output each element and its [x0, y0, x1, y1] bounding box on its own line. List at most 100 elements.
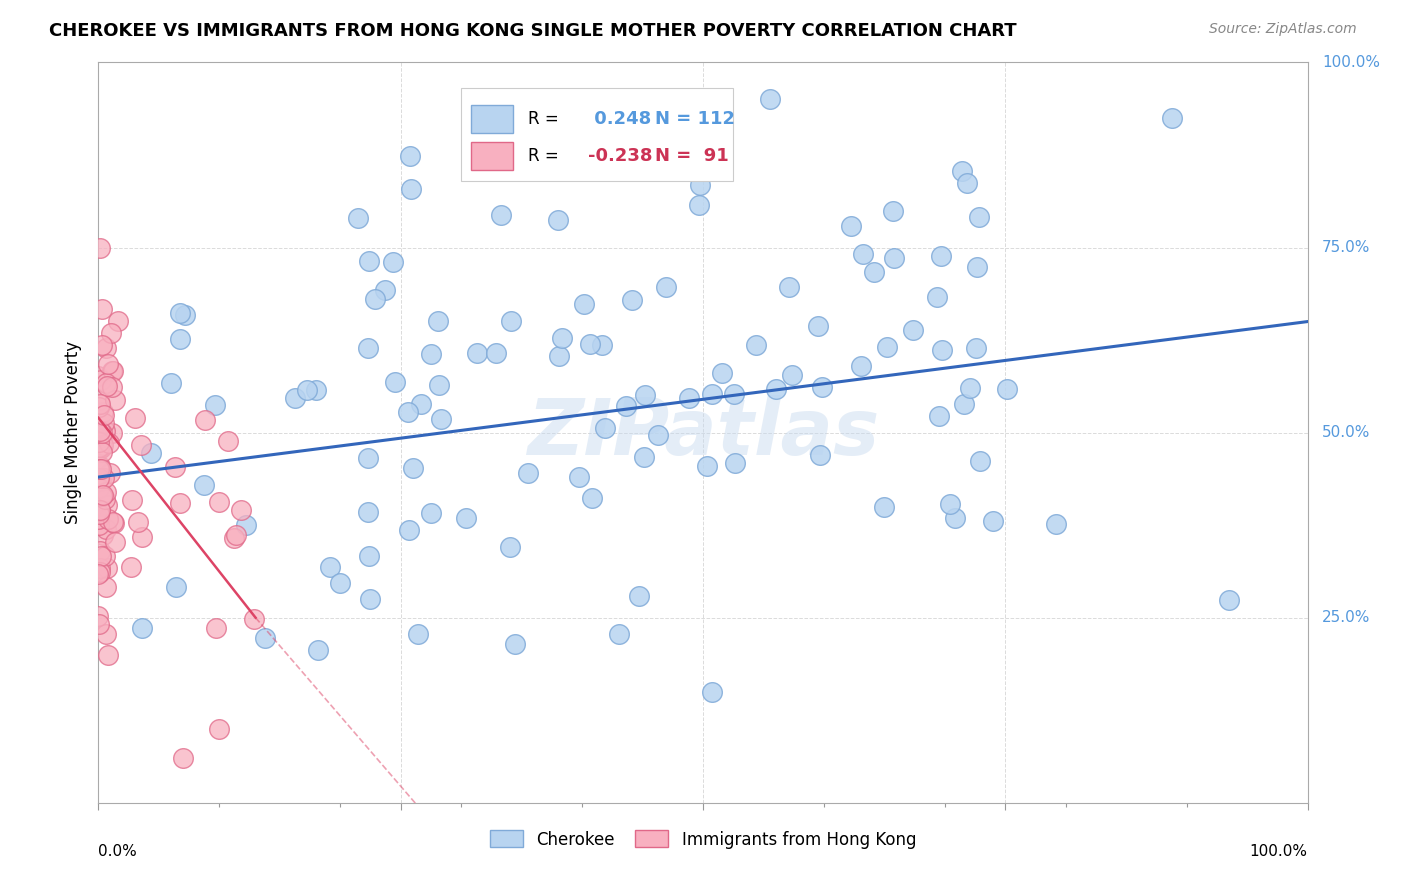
Point [550, 331, 572, 345]
Text: N = 112: N = 112 [655, 110, 734, 128]
Point [208, 722, 231, 736]
Point [87, 567, 110, 582]
Point [87, 428, 110, 442]
Point [688, 197, 710, 211]
Point [93, 409, 115, 423]
Point [956, 176, 979, 190]
Point [489, 208, 512, 222]
Point [139, 446, 162, 460]
Point [381, 255, 404, 269]
Point [93, 438, 115, 452]
Point [169, 332, 191, 346]
Point [225, 528, 247, 542]
Point [90, 338, 112, 352]
Text: 100.0%: 100.0% [1322, 55, 1381, 70]
Point [89, 442, 111, 457]
Point [101, 380, 124, 394]
Point [94, 627, 117, 641]
Point [253, 632, 276, 646]
Point [420, 506, 443, 520]
Point [96, 379, 118, 393]
Point [89, 400, 111, 414]
Text: 50.0%: 50.0% [1322, 425, 1371, 440]
Point [647, 427, 669, 442]
Point [839, 219, 862, 234]
Point [89, 397, 111, 411]
Point [689, 178, 711, 193]
Point [901, 323, 924, 337]
Point [90, 444, 112, 458]
Point [430, 412, 453, 426]
Point [90, 461, 112, 475]
Point [229, 503, 252, 517]
Text: R =: R = [527, 146, 558, 165]
Point [93, 471, 115, 485]
Point [780, 368, 803, 382]
Point [89, 459, 111, 474]
Point [90, 373, 112, 387]
Text: CHEROKEE VS IMMIGRANTS FROM HONG KONG SINGLE MOTHER POVERTY CORRELATION CHART: CHEROKEE VS IMMIGRANTS FROM HONG KONG SI… [49, 22, 1017, 40]
Point [124, 410, 146, 425]
Point [174, 309, 197, 323]
Point [808, 448, 831, 462]
Point [700, 387, 723, 401]
Point [304, 383, 326, 397]
Point [97, 357, 120, 371]
Point [363, 292, 385, 306]
Point [87, 440, 110, 454]
Point [87, 608, 110, 623]
Point [498, 541, 520, 555]
Point [131, 621, 153, 635]
Point [863, 265, 886, 279]
FancyBboxPatch shape [471, 104, 513, 133]
Point [89, 461, 111, 475]
Point [91, 527, 114, 541]
Text: Source: ZipAtlas.com: Source: ZipAtlas.com [1209, 22, 1357, 37]
Point [810, 379, 832, 393]
Point [778, 279, 800, 293]
Point [104, 393, 127, 408]
Point [97, 648, 120, 662]
Point [208, 494, 231, 508]
Point [711, 366, 734, 380]
Point [758, 92, 780, 106]
Point [91, 488, 114, 502]
Text: ZIPatlas: ZIPatlas [527, 394, 879, 471]
Point [101, 425, 124, 440]
Point [127, 515, 149, 529]
Point [87, 459, 110, 474]
Point [614, 399, 637, 413]
Point [101, 515, 124, 529]
Point [408, 627, 430, 641]
Point [724, 456, 747, 470]
Point [87, 517, 110, 532]
Point [94, 485, 117, 500]
Point [943, 511, 966, 525]
Point [981, 514, 1004, 528]
Point [94, 580, 117, 594]
Point [96, 498, 118, 512]
Point [284, 391, 307, 405]
Point [591, 338, 613, 352]
Point [94, 491, 117, 506]
Point [97, 512, 120, 526]
Text: 100.0%: 100.0% [1250, 844, 1308, 858]
Point [107, 314, 129, 328]
Point [548, 350, 571, 364]
Text: 25.0%: 25.0% [1322, 610, 1371, 625]
Point [94, 522, 117, 536]
Point [655, 280, 678, 294]
Point [883, 251, 905, 265]
Point [93, 416, 115, 430]
Point [91, 489, 114, 503]
Point [929, 249, 952, 263]
Point [485, 346, 508, 360]
Point [959, 381, 981, 395]
Point [91, 404, 114, 418]
Point [969, 453, 991, 467]
Point [87, 508, 110, 522]
Point [120, 560, 142, 574]
Point [1218, 592, 1240, 607]
Point [765, 383, 787, 397]
Point [103, 364, 125, 378]
